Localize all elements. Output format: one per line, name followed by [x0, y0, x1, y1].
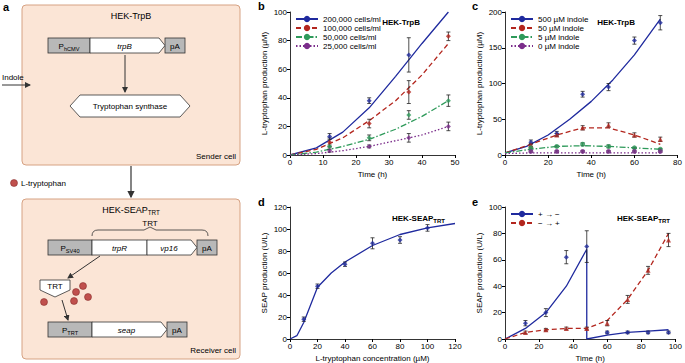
- svg-text:100: 100: [489, 203, 503, 212]
- svg-text:80: 80: [278, 36, 287, 45]
- svg-text:60: 60: [278, 65, 287, 74]
- svg-text:L-tryptophan production (µM): L-tryptophan production (µM): [475, 32, 484, 136]
- svg-text:TRT: TRT: [433, 218, 445, 224]
- svg-text:Sender cell: Sender cell: [196, 152, 236, 161]
- svg-text:40: 40: [278, 291, 287, 300]
- svg-text:− → +: − → +: [538, 219, 560, 228]
- svg-text:trpB: trpB: [117, 42, 132, 51]
- svg-text:pA: pA: [172, 326, 182, 335]
- svg-text:100: 100: [274, 225, 288, 234]
- svg-text:20: 20: [352, 158, 361, 167]
- svg-text:HEK-SEAP: HEK-SEAP: [617, 214, 659, 223]
- svg-text:100: 100: [489, 79, 503, 88]
- svg-text:0: 0: [282, 150, 287, 160]
- svg-text:10: 10: [319, 158, 328, 167]
- svg-text:PhCMV: PhCMV: [59, 42, 80, 52]
- svg-text:L-tryptophan concentration (µM: L-tryptophan concentration (µM): [316, 354, 430, 363]
- svg-text:150: 150: [489, 43, 503, 52]
- svg-text:PSV40: PSV40: [60, 244, 79, 254]
- svg-text:Tryptophan synthase: Tryptophan synthase: [93, 102, 168, 111]
- svg-text:Indole: Indole: [2, 73, 24, 82]
- svg-text:120: 120: [274, 203, 288, 212]
- svg-text:+ → −: + → −: [538, 210, 560, 219]
- svg-text:80: 80: [673, 158, 682, 167]
- svg-text:60: 60: [630, 158, 639, 167]
- svg-text:TRT: TRT: [47, 282, 63, 291]
- svg-text:50,000 cells/ml: 50,000 cells/ml: [323, 33, 377, 42]
- svg-text:100: 100: [669, 342, 683, 351]
- svg-text:40: 40: [341, 342, 350, 351]
- svg-text:Time (h): Time (h): [575, 354, 605, 363]
- svg-text:d: d: [258, 196, 265, 208]
- svg-text:0: 0: [497, 334, 502, 344]
- svg-text:a: a: [3, 1, 10, 13]
- svg-text:HEK-TrpB: HEK-TrpB: [382, 18, 420, 27]
- svg-text:40: 40: [278, 93, 287, 102]
- svg-text:60: 60: [493, 255, 502, 264]
- svg-text:80: 80: [278, 247, 287, 256]
- svg-text:20: 20: [313, 342, 322, 351]
- svg-text:100: 100: [421, 342, 435, 351]
- svg-text:Time (h): Time (h): [358, 170, 388, 179]
- svg-text:HEK-SEAP: HEK-SEAP: [392, 214, 434, 223]
- svg-text:80: 80: [396, 342, 405, 351]
- svg-text:80: 80: [637, 342, 646, 351]
- svg-text:100: 100: [274, 8, 288, 17]
- svg-text:50 µM indole: 50 µM indole: [538, 24, 585, 33]
- svg-text:40: 40: [569, 342, 578, 351]
- svg-text:SEAP production (U/L): SEAP production (U/L): [260, 232, 269, 313]
- svg-text:vp16: vp16: [160, 244, 178, 253]
- svg-text:60: 60: [368, 342, 377, 351]
- svg-text:100,000 cells/ml: 100,000 cells/ml: [323, 24, 381, 33]
- svg-text:60: 60: [278, 269, 287, 278]
- svg-text:30: 30: [385, 158, 394, 167]
- svg-text:pA: pA: [170, 42, 180, 51]
- svg-text:Time (h): Time (h): [577, 170, 607, 179]
- svg-text:120: 120: [448, 342, 462, 351]
- svg-text:Receiver cell: Receiver cell: [190, 346, 236, 355]
- svg-text:0: 0: [288, 342, 293, 351]
- svg-text:50: 50: [493, 115, 502, 124]
- svg-text:40: 40: [493, 282, 502, 291]
- svg-text:SEAP production (U/L): SEAP production (U/L): [475, 232, 484, 313]
- svg-text:20: 20: [544, 158, 553, 167]
- svg-text:e: e: [472, 196, 478, 208]
- svg-text:HEK-SEAPTRT: HEK-SEAPTRT: [102, 205, 160, 216]
- svg-text:80: 80: [493, 229, 502, 238]
- svg-text:0: 0: [497, 150, 502, 160]
- svg-text:200,000 cells/ml: 200,000 cells/ml: [323, 15, 381, 24]
- svg-text:L-tryptophan production (µM): L-tryptophan production (µM): [260, 32, 269, 136]
- svg-text:40: 40: [418, 158, 427, 167]
- svg-text:0: 0: [288, 158, 293, 167]
- svg-text:20: 20: [493, 308, 502, 317]
- svg-text:PTRT: PTRT: [62, 326, 79, 336]
- svg-text:trpR: trpR: [112, 244, 127, 253]
- svg-text:0: 0: [503, 342, 508, 351]
- svg-text:60: 60: [603, 342, 612, 351]
- svg-text:20: 20: [535, 342, 544, 351]
- svg-text:50: 50: [451, 158, 460, 167]
- svg-text:500 µM indole: 500 µM indole: [538, 15, 589, 24]
- svg-text:L-tryptophan: L-tryptophan: [21, 179, 66, 188]
- svg-text:seap: seap: [118, 326, 136, 335]
- svg-text:TRT: TRT: [658, 218, 670, 224]
- svg-text:20: 20: [278, 313, 287, 322]
- svg-text:20: 20: [278, 122, 287, 131]
- svg-text:c: c: [472, 0, 478, 12]
- svg-text:0: 0: [503, 158, 508, 167]
- svg-text:pA: pA: [202, 244, 212, 253]
- svg-text:TRT: TRT: [142, 219, 158, 228]
- svg-text:0: 0: [282, 334, 287, 344]
- svg-text:40: 40: [587, 158, 596, 167]
- svg-text:0 µM indole: 0 µM indole: [538, 42, 580, 51]
- svg-text:25,000 cells/ml: 25,000 cells/ml: [323, 42, 377, 51]
- svg-text:b: b: [258, 0, 265, 12]
- svg-text:HEK-TrpB: HEK-TrpB: [597, 18, 635, 27]
- svg-text:200: 200: [489, 8, 503, 17]
- svg-text:5 µM indole: 5 µM indole: [538, 33, 580, 42]
- svg-text:HEK-TrpB: HEK-TrpB: [111, 11, 152, 21]
